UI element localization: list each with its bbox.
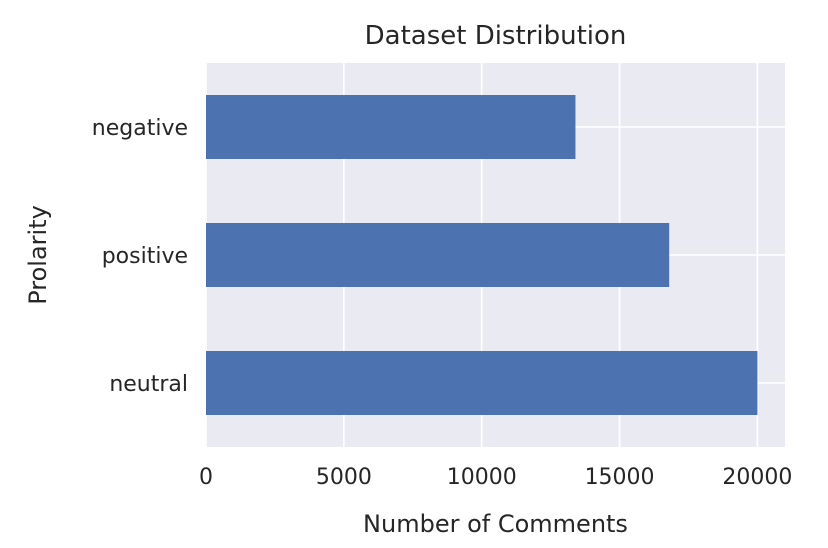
bar-neutral — [206, 351, 758, 415]
y-tick-label: positive — [102, 244, 188, 269]
bar-negative — [206, 95, 576, 159]
y-axis-label: Prolarity — [24, 205, 52, 305]
y-tick-label: negative — [92, 116, 188, 141]
x-tick-label: 0 — [199, 465, 213, 490]
x-tick-label: 15000 — [585, 465, 655, 490]
bar-positive — [206, 223, 670, 287]
x-axis-label: Number of Comments — [363, 510, 628, 538]
chart-title: Dataset Distribution — [365, 21, 627, 51]
x-tick-label: 5000 — [316, 465, 372, 490]
x-tick-labels: 0 5000 10000 15000 20000 — [199, 465, 792, 490]
x-tick-label: 10000 — [447, 465, 517, 490]
y-tick-label: neutral — [109, 372, 188, 397]
y-tick-labels: negative positive neutral — [92, 116, 188, 397]
x-tick-label: 20000 — [722, 465, 792, 490]
bars — [206, 95, 758, 415]
